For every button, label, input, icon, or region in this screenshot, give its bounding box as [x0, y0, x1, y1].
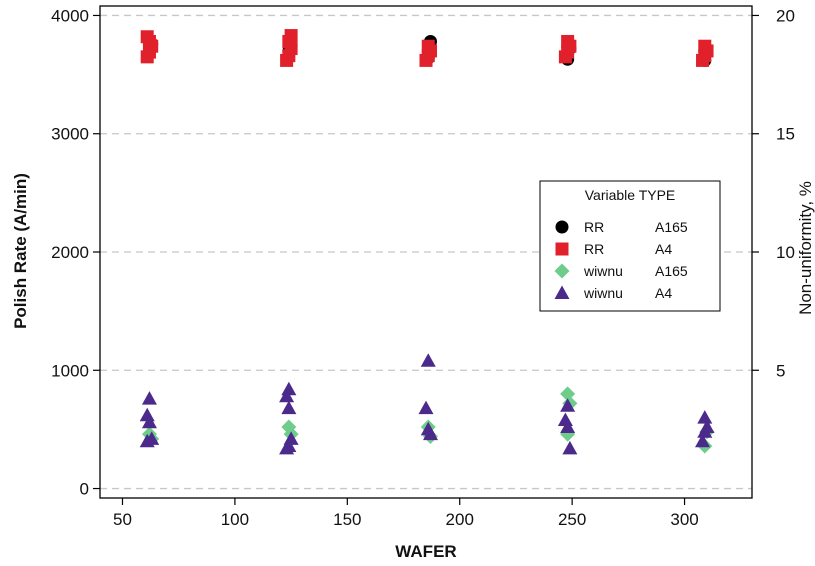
y-tick-label: 2000 — [51, 243, 89, 262]
legend-variable: wiwnu — [583, 263, 623, 279]
y2-tick-label: 15 — [776, 125, 795, 144]
data-point — [698, 39, 712, 53]
legend-box — [539, 180, 721, 312]
data-point — [422, 426, 438, 441]
y-axis-right: 5 10 15 20 — [752, 6, 795, 380]
legend-variable: wiwnu — [583, 285, 623, 301]
data-point — [562, 440, 578, 455]
data-point — [279, 388, 295, 403]
data-point — [140, 30, 154, 44]
legend-items: RR A165 RR A4 wiwnu A165 wiwnu A4 — [554, 219, 688, 301]
data-point — [421, 39, 435, 53]
data-point — [697, 424, 713, 438]
data-point — [560, 398, 576, 412]
data-point — [141, 391, 157, 405]
data-point — [418, 400, 434, 415]
series-wiwnu-a4 — [139, 353, 715, 455]
y2-tick-label: 10 — [776, 243, 795, 262]
legend-type: A165 — [655, 263, 688, 279]
legend-type: A165 — [655, 219, 688, 235]
data-point — [561, 34, 575, 48]
x-tick-label: 300 — [670, 510, 698, 529]
data-point — [695, 433, 711, 448]
data-point — [697, 410, 713, 424]
y2-tick-label: 5 — [776, 361, 785, 380]
y-tick-label: 1000 — [51, 361, 89, 380]
legend: Variable TYPE RR A165 RR A4 wiwnu A165 wiwnu A4 — [539, 180, 721, 312]
x-axis: 50 100 150 200 250 300 — [113, 498, 699, 529]
x-tick-label: 250 — [558, 510, 586, 529]
legend-title: Variable TYPE — [585, 187, 676, 203]
data-points — [139, 29, 715, 455]
legend-type: A4 — [655, 285, 672, 301]
data-point — [420, 353, 436, 367]
y-tick-label: 0 — [80, 480, 89, 499]
data-point — [284, 29, 298, 43]
legend-variable: RR — [584, 219, 604, 235]
legend-marker — [555, 220, 569, 234]
y2-tick-label: 20 — [776, 6, 795, 25]
y-axis-title: Polish Rate (A/min) — [11, 173, 30, 329]
data-point — [560, 419, 576, 434]
series-rr-a4 — [140, 29, 714, 67]
legend-marker — [555, 242, 569, 256]
data-point — [139, 433, 155, 448]
y-tick-label: 3000 — [51, 125, 89, 144]
x-tick-label: 200 — [446, 510, 474, 529]
x-tick-label: 150 — [333, 510, 361, 529]
series-wiwnu-a165 — [141, 386, 715, 454]
y2-axis-title: Non-uniformity, % — [796, 181, 815, 315]
y-tick-label: 4000 — [51, 6, 89, 25]
x-axis-title: WAFER — [395, 542, 456, 561]
y-axis-left: 0 1000 2000 3000 4000 — [51, 6, 100, 499]
data-point — [141, 414, 157, 429]
x-tick-label: 100 — [221, 510, 249, 529]
legend-variable: RR — [584, 241, 604, 257]
data-point — [279, 440, 295, 455]
x-tick-label: 50 — [113, 510, 132, 529]
legend-type: A4 — [655, 241, 672, 257]
legend-marker — [554, 263, 570, 279]
legend-marker — [554, 285, 570, 299]
gridlines — [100, 14, 752, 490]
data-point — [281, 400, 297, 415]
